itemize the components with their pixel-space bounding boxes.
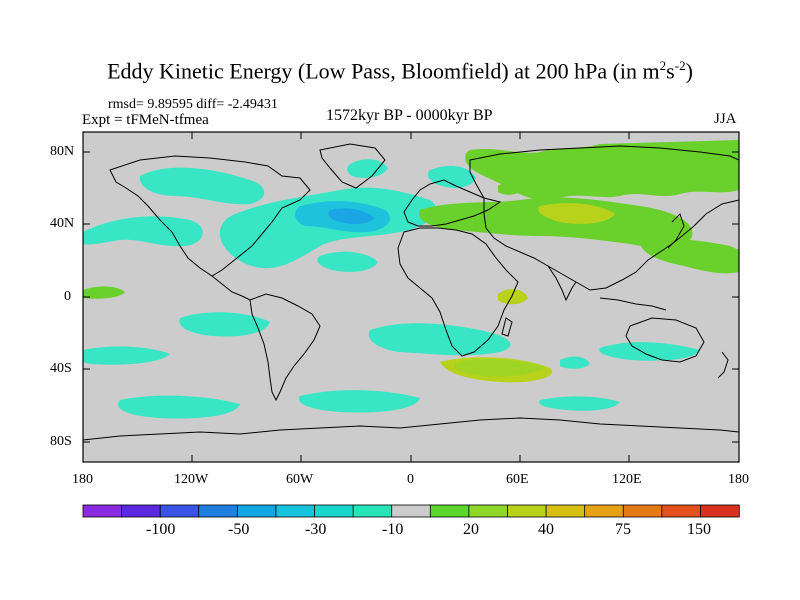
anomaly-region-siberia bbox=[498, 182, 522, 195]
colorbar-label-neg30: -30 bbox=[305, 521, 327, 538]
colorbar-swatch bbox=[622, 504, 663, 518]
coast-japan bbox=[667, 213, 685, 249]
coast-madagascar bbox=[501, 317, 513, 337]
colorbar-swatch bbox=[159, 504, 200, 518]
colorbar-swatch bbox=[584, 504, 624, 518]
colorbar-swatch bbox=[661, 504, 702, 518]
anomaly-region-south-pacific-west bbox=[83, 346, 170, 365]
lon-label-120e: 120E bbox=[612, 472, 642, 487]
colorbar-swatch bbox=[82, 504, 123, 518]
anomaly-region-north-pacific bbox=[83, 216, 203, 247]
colorbar-label-neg100: -100 bbox=[146, 521, 176, 538]
colorbar-swatch bbox=[429, 504, 470, 518]
lon-label-120w: 120W bbox=[174, 472, 209, 487]
anomaly-region-greenland bbox=[347, 159, 388, 178]
colorbar-swatch bbox=[275, 504, 316, 518]
coast-india bbox=[547, 265, 577, 302]
colorbar-label-150: 150 bbox=[687, 521, 711, 538]
anomaly-region-arctic-russia bbox=[465, 140, 739, 201]
lat-label-40n: 40N bbox=[50, 216, 75, 231]
coast-greenland bbox=[319, 143, 386, 189]
colorbar bbox=[82, 504, 740, 518]
anomaly-region-mid-atlantic bbox=[317, 251, 378, 272]
period-label: 1572kyr BP - 0000kyr BP bbox=[326, 107, 493, 124]
stats-line: rmsd= 9.89595 diff= -2.49431 bbox=[108, 97, 278, 112]
colorbar-swatch bbox=[236, 504, 277, 518]
coast-europe bbox=[403, 179, 502, 227]
season-label: JJA bbox=[714, 111, 737, 127]
anomaly-region-equatorial-africa bbox=[498, 289, 528, 305]
coast-africa bbox=[397, 227, 519, 357]
anomaly-region-east-asia bbox=[640, 239, 739, 274]
coast-central-america bbox=[211, 275, 251, 301]
colorbar-swatch bbox=[352, 504, 393, 518]
anomaly-region-south-atlantic bbox=[368, 323, 511, 356]
anomaly-region-southern-ocean-central bbox=[298, 390, 420, 413]
anomaly-fields bbox=[83, 140, 739, 419]
chart-title: Eddy Kinetic Energy (Low Pass, Bloomfiel… bbox=[107, 58, 693, 84]
coast-antarctica bbox=[83, 417, 739, 441]
colorbar-swatch bbox=[198, 504, 239, 518]
coast-asia bbox=[469, 145, 739, 291]
coast-new-zealand bbox=[717, 351, 729, 379]
colorbar-swatch bbox=[507, 504, 547, 518]
anomaly-region-scandinavia bbox=[428, 165, 476, 188]
colorbar-label-20: 20 bbox=[463, 521, 479, 538]
anomaly-region-south-indian-outer bbox=[454, 359, 545, 377]
coast-australia bbox=[625, 317, 705, 363]
colorbar-swatch bbox=[468, 504, 509, 518]
colorbar-swatch bbox=[545, 504, 586, 518]
lat-label-80s: 80S bbox=[50, 434, 72, 449]
coast-indonesia bbox=[599, 297, 667, 311]
lat-label-0: 0 bbox=[64, 289, 71, 304]
anomaly-region-central-asia bbox=[538, 203, 615, 224]
lat-label-80n: 80N bbox=[50, 144, 75, 159]
anomaly-region-north-america bbox=[139, 167, 265, 205]
anomaly-region-indian-east bbox=[560, 356, 590, 369]
colorbar-label-neg50: -50 bbox=[228, 521, 250, 538]
lon-label-180w: 180 bbox=[72, 472, 93, 487]
experiment-label: Expt = tFMeN-tfmea bbox=[82, 112, 209, 128]
lon-ticks bbox=[82, 132, 740, 462]
lon-label-60w: 60W bbox=[286, 472, 314, 487]
colorbar-label-40: 40 bbox=[538, 521, 554, 538]
anomaly-region-atlantic-center bbox=[328, 208, 374, 225]
coastlines bbox=[83, 143, 739, 441]
anomaly-region-south-pacific bbox=[179, 312, 270, 337]
colorbar-swatch bbox=[121, 504, 161, 518]
coast-south-america bbox=[249, 293, 321, 402]
anomaly-region-australia-south bbox=[599, 342, 700, 361]
lon-label-0: 0 bbox=[407, 472, 414, 487]
anomaly-region-equatorial-pacific bbox=[83, 286, 125, 299]
coast-north-america bbox=[109, 155, 311, 277]
lon-label-60e: 60E bbox=[506, 472, 529, 487]
lat-ticks bbox=[83, 151, 739, 443]
colorbar-swatch bbox=[391, 504, 431, 518]
anomaly-region-southern-ocean-east bbox=[539, 396, 620, 411]
colorbar-label-neg10: -10 bbox=[382, 521, 404, 538]
colorbar-label-75: 75 bbox=[615, 521, 631, 538]
colorbar-swatch bbox=[700, 504, 740, 518]
anomaly-region-southern-ocean-west bbox=[118, 395, 240, 419]
lon-label-180e: 180 bbox=[728, 472, 749, 487]
colorbar-swatch bbox=[314, 504, 354, 518]
lat-label-40s: 40S bbox=[50, 361, 72, 376]
